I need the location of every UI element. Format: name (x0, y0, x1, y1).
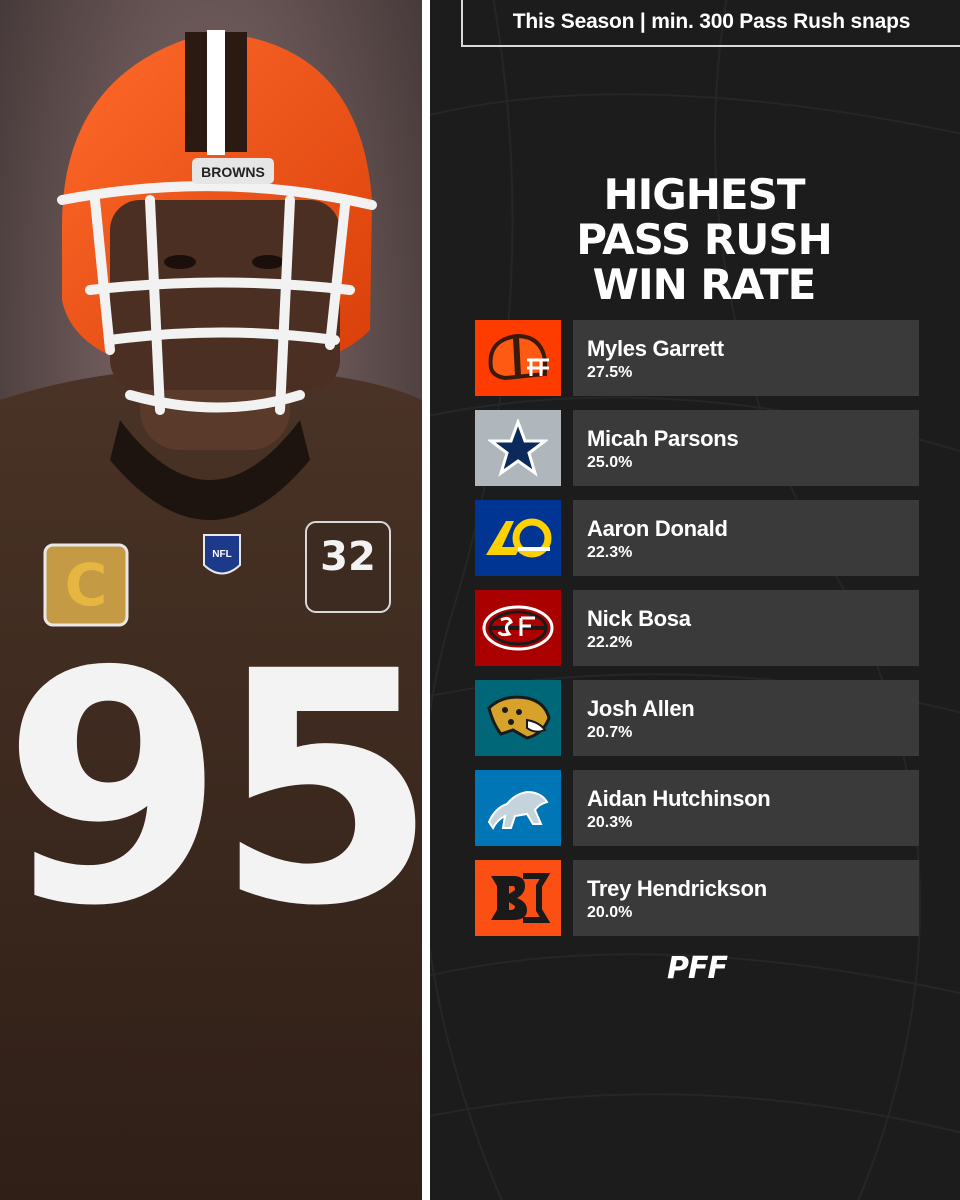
player-name: Aidan Hutchinson (587, 786, 771, 811)
list-item: Nick Bosa 22.2% (475, 590, 919, 666)
browns-helmet-icon (488, 333, 549, 381)
player-card: Aaron Donald 22.3% (573, 500, 919, 576)
player-win-rate: 22.3% (587, 544, 633, 561)
player-win-rate: 27.5% (587, 364, 633, 381)
team-logo (475, 860, 561, 936)
player-card: Josh Allen 20.7% (573, 680, 919, 756)
team-logo (475, 770, 561, 846)
list-item: Myles Garrett 27.5% (475, 320, 919, 396)
subtitle-filter: This Season | min. 300 Pass Rush snaps (461, 0, 960, 47)
list-item: Josh Allen 20.7% (475, 680, 919, 756)
lions-logo-icon (487, 790, 549, 830)
player-card: Nick Bosa 22.2% (573, 590, 919, 666)
player-name: Nick Bosa (587, 606, 691, 631)
player-card: Micah Parsons 25.0% (573, 410, 919, 486)
list-item: Micah Parsons 25.0% (475, 410, 919, 486)
team-logo (475, 410, 561, 486)
page-title: HIGHEST PASS RUSH WIN RATE (430, 172, 960, 307)
team-logo (475, 320, 561, 396)
player-name: Micah Parsons (587, 426, 739, 451)
player-name: Aaron Donald (587, 516, 728, 541)
player-win-rate: 22.2% (587, 634, 633, 651)
team-logo (475, 500, 561, 576)
captain-patch: C (65, 551, 108, 619)
player-win-rate: 25.0% (587, 454, 633, 471)
rams-logo-icon (486, 518, 552, 558)
background-contour-lines (430, 0, 960, 1200)
list-item: Trey Hendrickson 20.0% (475, 860, 919, 936)
player-illustration: BROWNS 95 C NFL 32 (0, 0, 422, 1200)
player-name: Myles Garrett (587, 336, 724, 361)
panel-divider (422, 0, 430, 1200)
player-card: Aidan Hutchinson 20.3% (573, 770, 919, 846)
player-photo: BROWNS 95 C NFL 32 (0, 0, 422, 1200)
player-name: Trey Hendrickson (587, 876, 767, 901)
player-name: Josh Allen (587, 696, 695, 721)
nfl-shield: NFL (212, 549, 231, 560)
team-logo (475, 680, 561, 756)
cowboys-star-icon (488, 419, 548, 477)
list-item: Aidan Hutchinson 20.3% (475, 770, 919, 846)
player-win-rate: 20.7% (587, 724, 633, 741)
svg-text:PFF: PFF (667, 952, 728, 982)
bengals-logo-icon (491, 873, 551, 923)
pff-logo: PFF (667, 952, 729, 982)
player-card: Myles Garrett 27.5% (573, 320, 919, 396)
title-line-3: WIN RATE (592, 260, 817, 309)
title-line-1: HIGHEST (603, 170, 806, 219)
player-win-rate: 20.0% (587, 904, 633, 921)
player-card: Trey Hendrickson 20.0% (573, 860, 919, 936)
stats-panel: This Season | min. 300 Pass Rush snaps H… (430, 0, 960, 1200)
jaguars-logo-icon (487, 695, 551, 740)
helmet-nameplate: BROWNS (201, 164, 265, 180)
list-item: Aaron Donald 22.3% (475, 500, 919, 576)
49ers-logo-icon (482, 605, 554, 651)
jersey-number: 95 (2, 604, 422, 976)
team-logo (475, 590, 561, 666)
player-win-rate: 20.3% (587, 814, 633, 831)
anniversary-patch: 32 (320, 534, 376, 580)
title-line-2: PASS RUSH (576, 215, 833, 264)
